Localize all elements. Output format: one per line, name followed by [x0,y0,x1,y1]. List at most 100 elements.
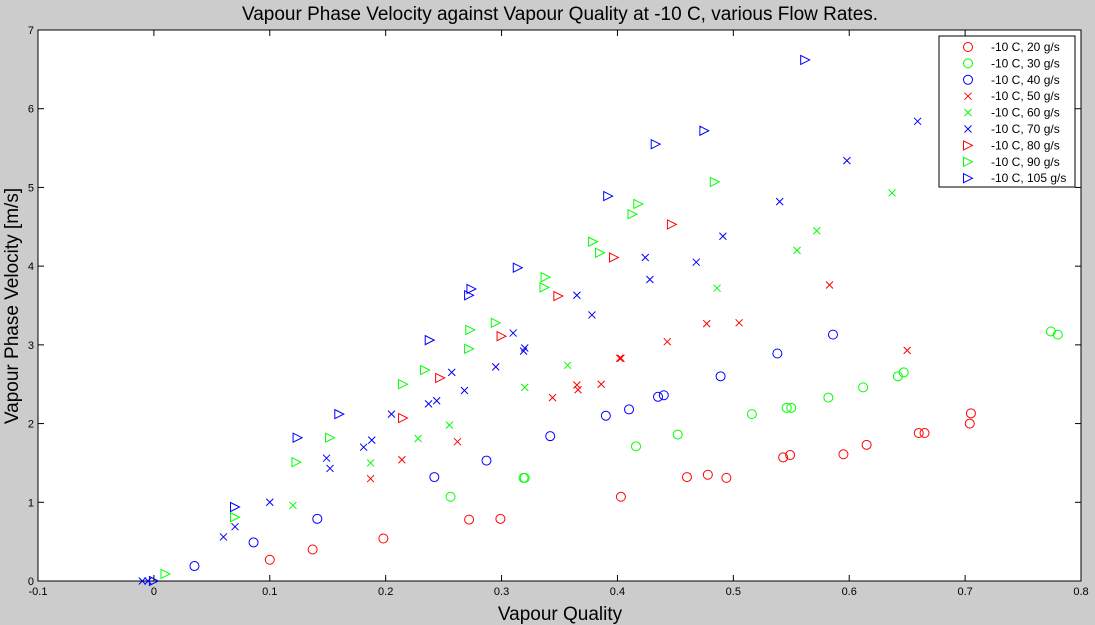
data-point [520,344,529,352]
data-point [553,290,564,302]
data-point [398,455,406,464]
data-point [735,318,743,327]
data-point [291,456,303,468]
y-tick-label: 4 [28,261,34,273]
data-point [322,454,331,463]
data-point [367,436,376,444]
data-point [539,282,551,293]
data-point [600,410,611,421]
data-point [366,474,375,483]
data-point [189,561,200,572]
data-point [1045,326,1056,337]
data-point [823,392,834,403]
legend-marker [963,58,973,69]
x-tick-label: 0.5 [726,586,741,598]
x-tick-label: 0.2 [378,586,393,598]
data-point [138,577,147,585]
data-point [490,317,502,329]
data-point [292,432,304,444]
data-point [597,380,606,389]
data-point [148,575,160,587]
y-tick-label: 6 [28,104,34,116]
data-point [800,54,811,66]
data-point [466,283,478,295]
data-point [641,253,650,262]
data-point [615,491,626,502]
chart-title: Vapour Phase Velocity against Vapour Qua… [242,4,878,25]
y-tick-label: 7 [28,25,34,37]
data-point [793,246,801,255]
legend-marker [963,140,974,151]
data-point [359,443,368,452]
data-point [398,378,409,390]
data-point [615,354,624,363]
data-point [230,511,241,523]
data-point [666,219,678,230]
data-point [334,408,345,420]
data-point [435,372,446,384]
legend-entry-label: -10 C, 40 g/s [991,73,1060,87]
y-axis-label: Vapour Phase Velocity [m/s] [2,188,23,424]
data-point [898,367,909,378]
legend-entry-label: -10 C, 20 g/s [991,40,1060,54]
data-point [460,386,469,395]
y-tick-label: 5 [28,182,34,194]
data-point [919,428,930,439]
data-point [588,311,596,319]
data-point [903,346,912,355]
data-point [432,396,441,405]
data-point [545,431,556,442]
legend-entry-label: -10 C, 80 g/s [991,138,1060,152]
legend-marker [963,172,974,184]
data-point [573,381,581,389]
data-point [387,410,396,418]
data-point [378,533,389,544]
data-point [658,390,669,401]
data-point [913,117,922,126]
data-point [366,459,375,467]
data-point [888,189,896,197]
x-tick-label: 0.1 [262,586,277,598]
data-point [509,329,517,337]
data-point [540,271,552,283]
plot-area [37,29,1082,582]
data-point [398,412,409,424]
data-point [843,156,851,165]
legend-marker [964,125,972,133]
y-tick-label: 0 [28,576,34,588]
legend-entry-label: -10 C, 50 g/s [991,89,1060,103]
data-point [964,418,975,429]
data-point [603,190,614,202]
data-point [265,498,274,507]
data-point [719,232,727,241]
data-point [445,421,454,429]
data-point [230,501,241,513]
x-tick-label: -0.1 [29,586,48,598]
data-point [650,138,662,150]
data-point [144,577,152,585]
data-point [1052,329,1063,340]
legend-entry-label: -10 C, 30 g/s [991,56,1060,70]
data-point [692,258,701,267]
legend-entry-label: -10 C, 60 g/s [991,106,1060,120]
data-points [138,54,1063,587]
data-point [785,450,796,461]
data-point [464,514,475,525]
data-point [913,428,924,439]
data-point [264,554,275,565]
data-point [965,408,976,419]
data-point [715,371,726,382]
data-point [786,402,797,413]
x-tick-label: 0.7 [957,586,972,598]
data-point [595,247,606,259]
legend-entry-label: -10 C, 70 g/s [991,122,1060,136]
data-point [519,472,530,483]
data-point [325,432,336,444]
data-point [326,464,334,473]
data-point [772,348,783,359]
data-point [721,472,732,483]
data-point [512,262,524,274]
